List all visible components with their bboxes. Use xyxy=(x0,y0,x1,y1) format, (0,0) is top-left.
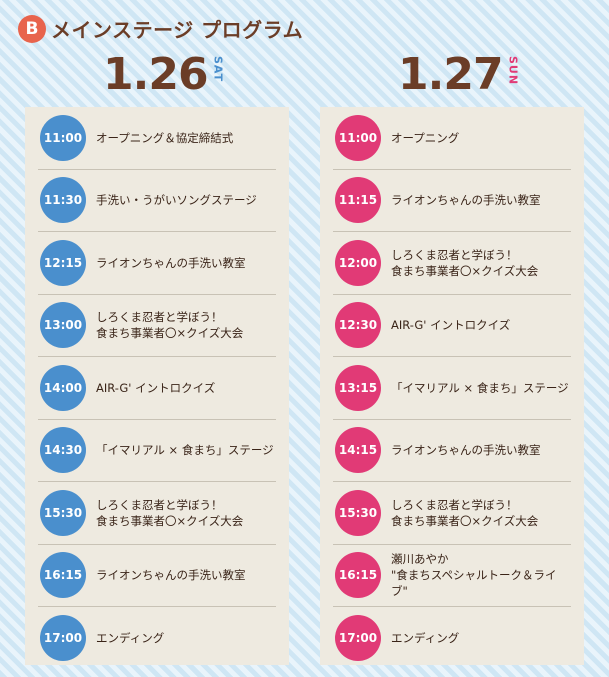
weekday-label: SAT xyxy=(211,56,225,83)
schedule-panel-sun: 11:00 オープニング 11:15 ライオンちゃんの手洗い教室 12:00 しろくま忍者… xyxy=(320,107,584,665)
event-title: オープニング＆協定締結式 xyxy=(96,130,234,145)
date-heading-sat: 1.26 SAT xyxy=(103,50,225,100)
page-title: メインステージ プログラム xyxy=(51,18,304,42)
event-title: しろくま忍者と学ぼう！ 食まち事業者〇×クイズ大会 xyxy=(391,497,539,528)
schedule-row: 12:00 しろくま忍者と学ぼう！ 食まち事業者〇×クイズ大会 xyxy=(333,232,571,295)
event-title: AIR-G' イントロクイズ xyxy=(96,380,216,395)
time-badge: 13:00 xyxy=(40,302,86,349)
event-title: ライオンちゃんの手洗い教室 xyxy=(391,443,541,458)
schedule-row: 16:15 ライオンちゃんの手洗い教室 xyxy=(38,545,276,607)
time-badge: 12:00 xyxy=(335,239,381,286)
schedule-row: 17:00 エンディング xyxy=(38,607,276,669)
schedule-row: 17:00 エンディング xyxy=(333,607,571,669)
time-badge: 13:15 xyxy=(335,364,381,411)
schedule-row: 15:30 しろくま忍者と学ぼう！ 食まち事業者〇×クイズ大会 xyxy=(333,482,571,545)
event-title: エンディング xyxy=(96,630,165,645)
event-title: ライオンちゃんの手洗い教室 xyxy=(96,255,246,270)
time-badge: 14:00 xyxy=(40,364,86,411)
time-badge: 16:15 xyxy=(40,552,86,599)
schedule-row: 11:00 オープニング＆協定締結式 xyxy=(38,107,276,170)
time-badge: 16:15 xyxy=(335,552,381,599)
weekday-label: SUN xyxy=(506,56,520,86)
time-badge: 12:15 xyxy=(40,239,86,286)
event-title: しろくま忍者と学ぼう！ 食まち事業者〇×クイズ大会 xyxy=(391,247,539,278)
schedule-row: 11:30 手洗い・うがいソングステージ xyxy=(38,170,276,232)
event-title: しろくま忍者と学ぼう！ 食まち事業者〇×クイズ大会 xyxy=(96,497,244,528)
event-title: オープニング xyxy=(391,130,460,145)
time-badge: 14:30 xyxy=(40,427,86,474)
event-title: しろくま忍者と学ぼう！ 食まち事業者〇×クイズ大会 xyxy=(96,310,244,341)
schedule-row: 11:15 ライオンちゃんの手洗い教室 xyxy=(333,170,571,232)
event-title: 「イマリアル × 食まち」ステージ xyxy=(391,380,569,395)
time-badge: 15:30 xyxy=(40,489,86,536)
time-badge: 17:00 xyxy=(335,614,381,661)
schedule-row: 12:15 ライオンちゃんの手洗い教室 xyxy=(38,232,276,295)
section-badge: B xyxy=(18,14,46,43)
schedule-row: 16:15 瀬川あやか "食まちスペシャルトーク＆ライブ" xyxy=(333,545,571,607)
schedule-row: 13:00 しろくま忍者と学ぼう！ 食まち事業者〇×クイズ大会 xyxy=(38,295,276,357)
schedule-row: 14:15 ライオンちゃんの手洗い教室 xyxy=(333,420,571,482)
date-number: 1.26 xyxy=(103,49,209,100)
event-title: ライオンちゃんの手洗い教室 xyxy=(391,193,541,208)
event-title: AIR-G' イントロクイズ xyxy=(391,318,511,333)
schedule-panel-sat: 11:00 オープニング＆協定締結式 11:30 手洗い・うがいソングステージ 12:1… xyxy=(25,107,289,665)
schedule-row: 14:00 AIR-G' イントロクイズ xyxy=(38,357,276,420)
time-badge: 15:30 xyxy=(335,489,381,536)
schedule-row: 15:30 しろくま忍者と学ぼう！ 食まち事業者〇×クイズ大会 xyxy=(38,482,276,545)
time-badge: 17:00 xyxy=(40,614,86,661)
schedule-row: 11:00 オープニング xyxy=(333,107,571,170)
event-title: 手洗い・うがいソングステージ xyxy=(96,193,257,208)
time-badge: 12:30 xyxy=(335,302,381,349)
schedule-row: 13:15 「イマリアル × 食まち」ステージ xyxy=(333,357,571,420)
event-title: 「イマリアル × 食まち」ステージ xyxy=(96,443,274,458)
date-number: 1.27 xyxy=(398,49,504,100)
time-badge: 11:00 xyxy=(335,114,381,161)
schedule-row: 14:30 「イマリアル × 食まち」ステージ xyxy=(38,420,276,482)
event-title: ライオンちゃんの手洗い教室 xyxy=(96,568,246,583)
event-title: エンディング xyxy=(391,630,460,645)
time-badge: 11:00 xyxy=(40,114,86,161)
time-badge: 14:15 xyxy=(335,427,381,474)
time-badge: 11:30 xyxy=(40,177,86,224)
page-header: B メインステージ プログラム xyxy=(18,14,303,43)
date-heading-sun: 1.27 SUN xyxy=(398,50,520,100)
event-title: 瀬川あやか "食まちスペシャルトーク＆ライブ" xyxy=(391,552,557,599)
schedule-row: 12:30 AIR-G' イントロクイズ xyxy=(333,295,571,357)
time-badge: 11:15 xyxy=(335,177,381,224)
